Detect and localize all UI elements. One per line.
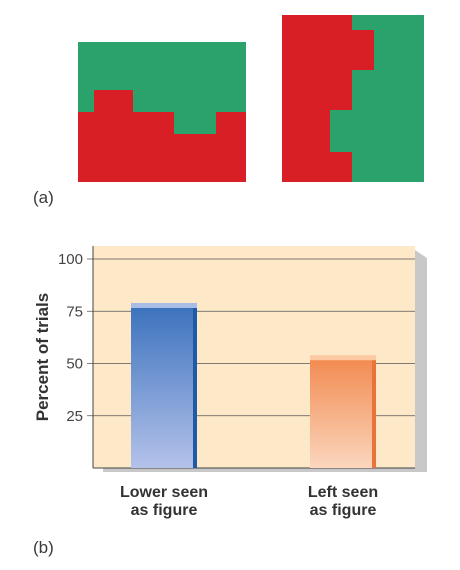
y-tick-label: 100 [58,251,83,268]
red-region [282,15,374,182]
y-tick-label: 75 [66,303,83,320]
bar-body [310,357,376,468]
panel-b-label: (b) [33,538,54,557]
y-tick-label: 25 [66,408,83,425]
bar-rim [372,357,376,468]
figure-ground-lower-square [78,42,246,182]
bar [131,302,197,468]
figure-ground-left-square [282,15,424,182]
bar-cap [310,355,376,361]
y-tick-labels: 25 50 75 100 [58,251,83,425]
bars [131,302,376,468]
bar [310,355,376,468]
bar-body [131,304,197,468]
category-label: as figure [310,502,377,519]
bar-cap [131,302,197,308]
y-axis-label: Percent of trials [33,293,52,422]
panel-a-label: (a) [33,188,54,207]
y-tick-label: 50 [66,356,83,373]
category-label: as figure [131,502,198,519]
bar-rim [193,304,197,468]
category-label: Lower seen [120,484,208,501]
red-region [78,90,246,182]
category-label: Left seen [308,484,378,501]
